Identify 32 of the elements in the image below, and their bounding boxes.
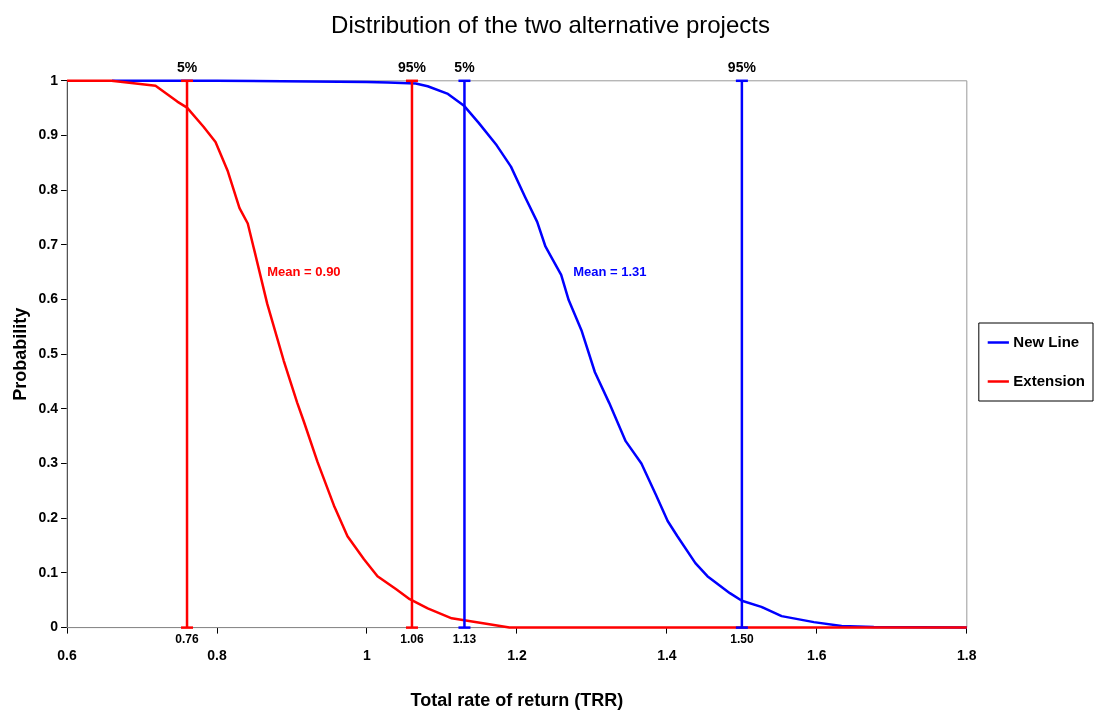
ref-line-label: 0.76: [175, 631, 200, 646]
x-tick-label: 0.8: [207, 646, 227, 663]
y-tick-label: 0.8: [38, 181, 59, 198]
y-tick-label: 0.4: [38, 399, 59, 416]
x-tick-label: 1.2: [507, 646, 527, 663]
x-tick-label: 1.6: [807, 646, 827, 663]
text: New Line: [1013, 332, 1080, 350]
y-axis-title: Probability: [9, 307, 30, 401]
annotation: Mean = 0.90: [267, 263, 341, 279]
y-tick-label: 0: [50, 618, 59, 635]
x-tick-label: 1: [363, 646, 372, 663]
annotation: 5%: [454, 58, 476, 75]
annotation: Mean = 1.31: [573, 263, 647, 279]
x-tick-label: 1.4: [657, 646, 677, 663]
x-tick-label: 1.8: [957, 646, 977, 663]
y-tick-label: 0.1: [38, 563, 59, 580]
ref-line-label: 1.13: [452, 631, 477, 646]
ref-line-label: 1.06: [400, 631, 424, 646]
y-tick-label: 0.6: [38, 290, 59, 307]
annotation: 95%: [727, 58, 757, 75]
annotation: 95%: [397, 58, 427, 75]
x-axis-title: Total rate of return (TRR): [410, 690, 624, 711]
y-tick-label: 0.7: [38, 235, 59, 252]
text: Extension: [1013, 371, 1086, 389]
y-tick-label: 1: [50, 71, 59, 88]
y-tick-label: 0.9: [38, 126, 59, 143]
ref-line-label: 1.50: [730, 631, 754, 646]
y-tick-label: 0.2: [38, 509, 59, 526]
y-tick-label: 0.5: [38, 345, 59, 362]
y-tick-label: 0.3: [38, 454, 59, 471]
chart-title: Distribution of the two alternative projects: [331, 11, 770, 39]
annotation: 5%: [176, 58, 198, 75]
